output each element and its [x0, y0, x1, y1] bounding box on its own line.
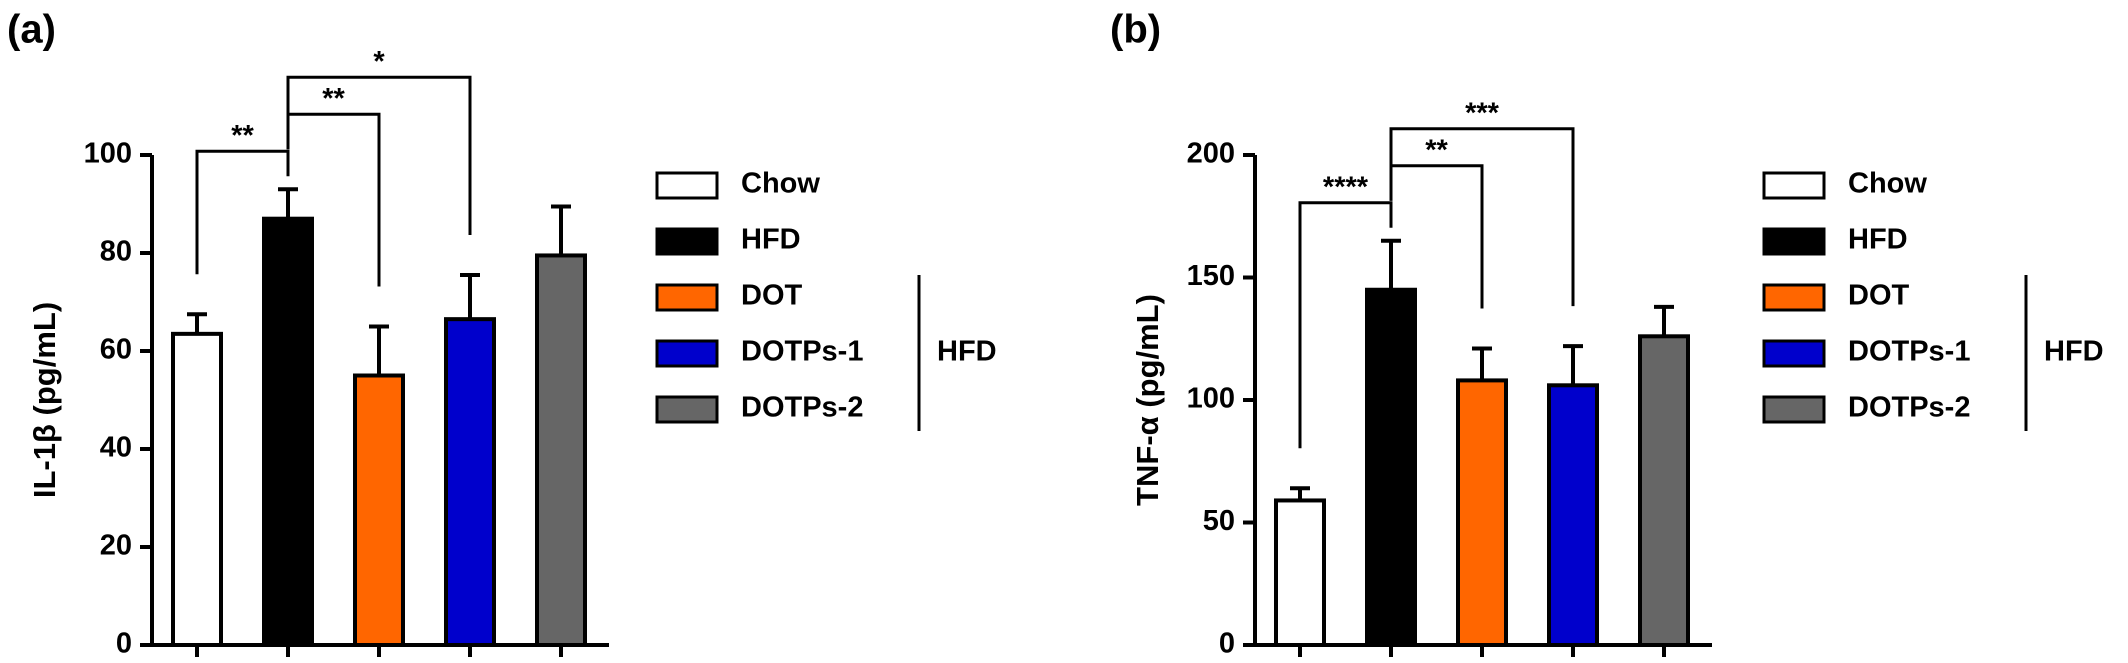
legend-label: Chow — [1848, 168, 1927, 200]
bar — [1638, 334, 1690, 647]
significance-bracket — [1389, 164, 1484, 309]
bar — [535, 253, 587, 647]
significance-label: ** — [322, 83, 345, 115]
y-axis-title: IL-1β (pg/mL) — [27, 302, 62, 498]
bar — [1365, 287, 1417, 647]
y-tick-label: 80 — [100, 236, 132, 268]
legend-label: DOTPs-1 — [1848, 336, 1970, 368]
legend-label: HFD — [1848, 224, 1908, 256]
y-axis-title: TNF-α (pg/mL) — [1130, 294, 1165, 506]
significance-label: *** — [1465, 97, 1500, 129]
legend-label: DOT — [1848, 280, 1910, 312]
bar — [171, 331, 223, 647]
bar — [262, 216, 314, 647]
legend-label: Chow — [741, 168, 820, 200]
significance-bracket — [1298, 201, 1393, 449]
legend-swatch — [1762, 283, 1826, 312]
bar — [1274, 498, 1326, 648]
y-tick-label: 40 — [100, 432, 132, 464]
bar — [353, 373, 405, 647]
y-tick-label: 100 — [84, 138, 132, 170]
y-tick-label: 50 — [1203, 505, 1235, 537]
panel-label: (b) — [1110, 8, 1161, 52]
legend-swatch — [1762, 395, 1826, 424]
legend-swatch — [1762, 227, 1826, 256]
legend-swatch — [1762, 171, 1826, 200]
legend-swatch — [655, 339, 719, 368]
legend-label: HFD — [741, 224, 801, 256]
bar — [1547, 383, 1599, 647]
legend-label: DOTPs-1 — [741, 336, 863, 368]
y-tick-label: 100 — [1187, 383, 1235, 415]
legend-swatch — [1762, 339, 1826, 368]
legend-swatch — [655, 395, 719, 424]
y-tick-label: 20 — [100, 530, 132, 562]
legend-label: DOTPs-2 — [1848, 392, 1970, 424]
significance-bracket — [195, 149, 290, 275]
y-tick-label: 200 — [1187, 138, 1235, 170]
legend-group-label: HFD — [937, 336, 997, 368]
legend-group-label: HFD — [2044, 336, 2104, 368]
y-tick-label: 0 — [116, 628, 132, 660]
significance-bracket — [1389, 127, 1575, 307]
significance-label: **** — [1323, 171, 1369, 203]
y-tick-label: 60 — [100, 334, 132, 366]
significance-label: ** — [231, 120, 254, 152]
bar — [444, 317, 496, 647]
legend-label: DOTPs-2 — [741, 392, 863, 424]
legend-swatch — [655, 227, 719, 256]
y-tick-label: 150 — [1187, 260, 1235, 292]
significance-bracket — [286, 75, 472, 236]
y-tick-label: 0 — [1219, 628, 1235, 660]
legend-swatch — [655, 171, 719, 200]
panel-label: (a) — [7, 8, 56, 52]
significance-label: ** — [1425, 134, 1448, 166]
bar — [1456, 378, 1508, 647]
significance-label: * — [373, 46, 385, 78]
legend-swatch — [655, 283, 719, 312]
legend-label: DOT — [741, 280, 803, 312]
